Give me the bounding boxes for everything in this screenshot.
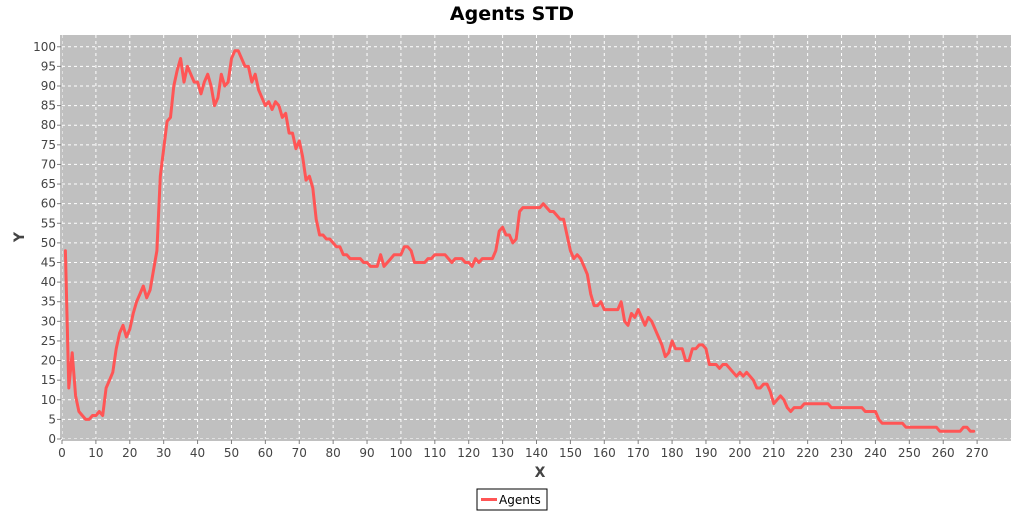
chart-title: Agents STD: [450, 3, 574, 25]
x-tick-label: 160: [593, 446, 616, 460]
x-tick-label: 10: [88, 446, 103, 460]
x-tick-label: 130: [491, 446, 514, 460]
y-tick-label: 5: [48, 412, 56, 426]
y-tick-label: 30: [41, 314, 56, 328]
x-tick-label: 90: [359, 446, 374, 460]
x-tick-label: 150: [559, 446, 582, 460]
x-tick-label: 240: [864, 446, 887, 460]
x-tick-label: 260: [932, 446, 955, 460]
y-tick-label: 40: [41, 275, 56, 289]
x-tick-label: 170: [627, 446, 650, 460]
y-tick-label: 25: [41, 334, 56, 348]
legend-box: [476, 488, 548, 511]
x-tick-label: 0: [58, 446, 66, 460]
x-tick-label: 50: [224, 446, 239, 460]
y-tick-label: 60: [41, 197, 56, 211]
x-tick-label: 110: [423, 446, 446, 460]
x-tick-label: 60: [258, 446, 273, 460]
y-tick-label: 55: [41, 216, 56, 230]
y-tick-label: 35: [41, 295, 56, 309]
y-tick-label: 65: [41, 177, 56, 191]
x-tick-label: 250: [898, 446, 921, 460]
x-tick-label: 230: [830, 446, 853, 460]
y-tick-label: 10: [41, 393, 56, 407]
series-layer: [63, 49, 976, 433]
x-tick-label: 270: [966, 446, 989, 460]
y-tick-label: 85: [41, 99, 56, 113]
legend: Agents: [476, 488, 548, 511]
y-tick-label: 80: [41, 118, 56, 132]
grid: [61, 35, 1011, 440]
y-tick-label: 95: [41, 59, 56, 73]
x-tick-label: 190: [695, 446, 718, 460]
y-tick-label: 100: [33, 40, 56, 54]
x-tick-label: 30: [156, 446, 171, 460]
x-tick-label: 220: [796, 446, 819, 460]
x-tick-label: 100: [389, 446, 412, 460]
y-tick-label: 70: [41, 157, 56, 171]
y-tick-label: 90: [41, 79, 56, 93]
x-tick-label: 200: [728, 446, 751, 460]
y-tick-label: 20: [41, 354, 56, 368]
y-tick-label: 50: [41, 236, 56, 250]
x-tick-label: 210: [762, 446, 785, 460]
x-tick-label: 180: [661, 446, 684, 460]
y-axis-title: Y: [12, 231, 28, 243]
x-tick-label: 140: [525, 446, 548, 460]
x-tick-label: 40: [190, 446, 205, 460]
y-tick-label: 75: [41, 138, 56, 152]
axes: 0 10 20 30 40 50 60 70 80 90 100 110 120 130 140 150 160…: [33, 35, 1011, 460]
x-tick-label: 80: [326, 446, 341, 460]
series-line-agents: [63, 49, 976, 433]
x-tick-label: 70: [292, 446, 307, 460]
y-tick-label: 0: [48, 432, 56, 446]
y-tick-label: 15: [41, 373, 56, 387]
x-axis-title: X: [535, 465, 546, 481]
y-tick-label: 45: [41, 255, 56, 269]
x-tick-label: 20: [122, 446, 137, 460]
x-tick-label: 120: [457, 446, 480, 460]
legend-label: Agents: [499, 493, 541, 507]
